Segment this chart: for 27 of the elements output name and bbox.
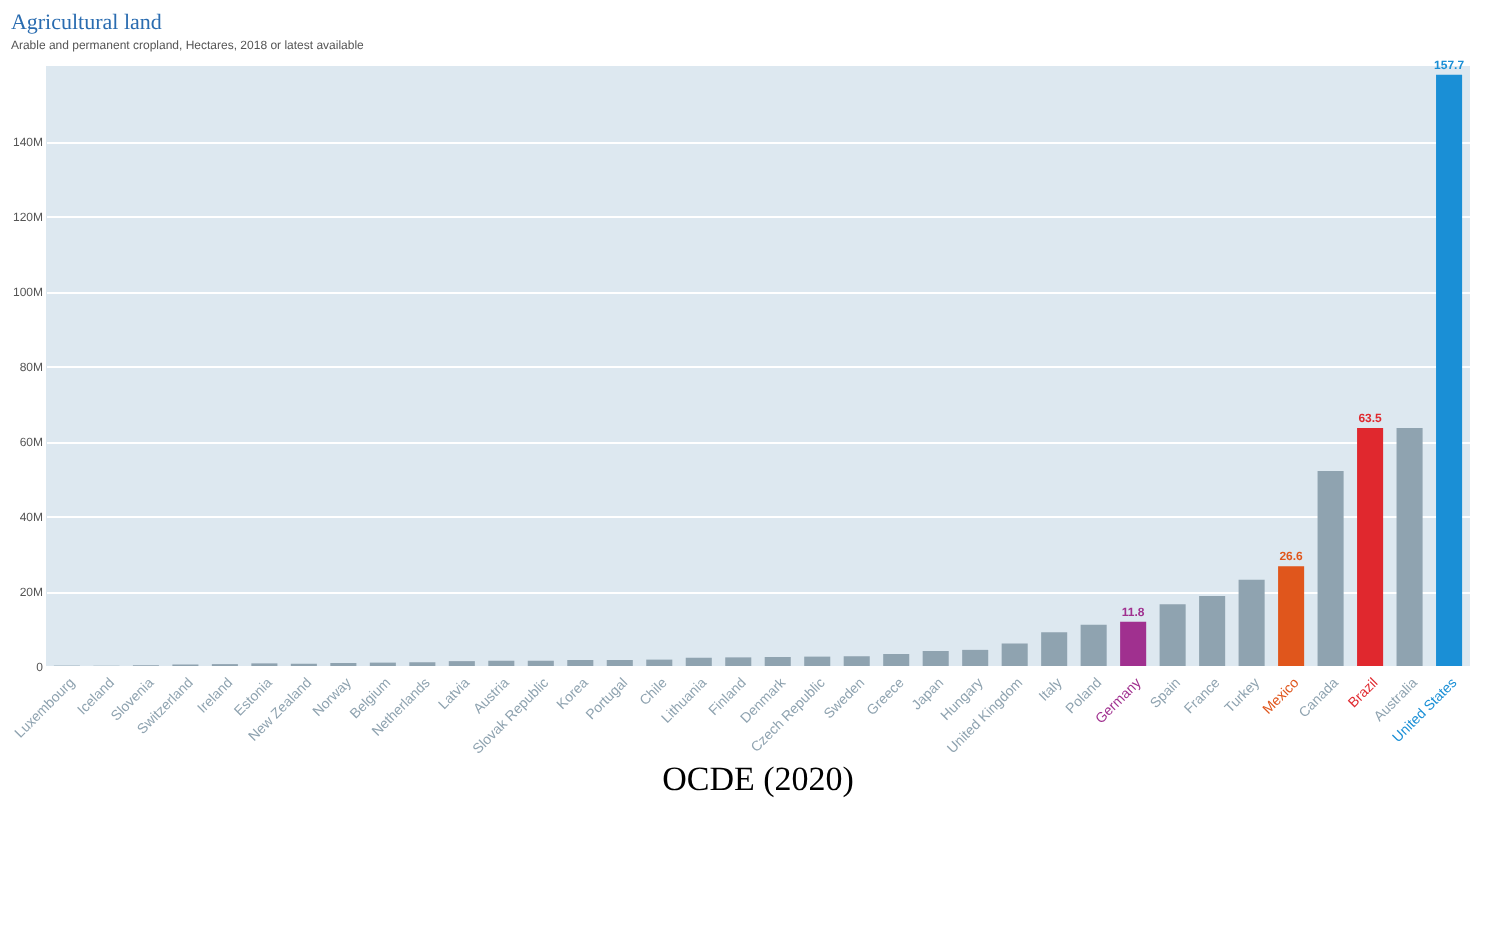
bar bbox=[962, 649, 989, 666]
bar bbox=[843, 656, 870, 666]
bar bbox=[1278, 566, 1305, 666]
bar bbox=[1357, 427, 1384, 666]
bar bbox=[527, 660, 554, 666]
bar bbox=[1120, 621, 1147, 666]
chart-title: Agricultural land bbox=[10, 10, 163, 35]
bar bbox=[1080, 624, 1107, 666]
bar bbox=[1159, 604, 1186, 666]
bar bbox=[883, 654, 910, 666]
bar bbox=[1238, 579, 1265, 666]
bar bbox=[685, 657, 712, 666]
bar bbox=[1436, 74, 1463, 666]
bar bbox=[804, 656, 831, 666]
bar bbox=[606, 660, 633, 666]
bar bbox=[922, 651, 949, 666]
text: OCDE (2020) bbox=[662, 760, 854, 798]
bar bbox=[1317, 471, 1344, 666]
bar bbox=[1001, 643, 1028, 666]
bar bbox=[488, 660, 515, 666]
bar bbox=[1199, 595, 1226, 666]
bar bbox=[567, 660, 594, 666]
bar bbox=[764, 657, 791, 666]
bar bbox=[725, 657, 752, 666]
bar bbox=[1396, 427, 1423, 666]
bar bbox=[646, 659, 673, 666]
bar bbox=[1041, 632, 1068, 666]
